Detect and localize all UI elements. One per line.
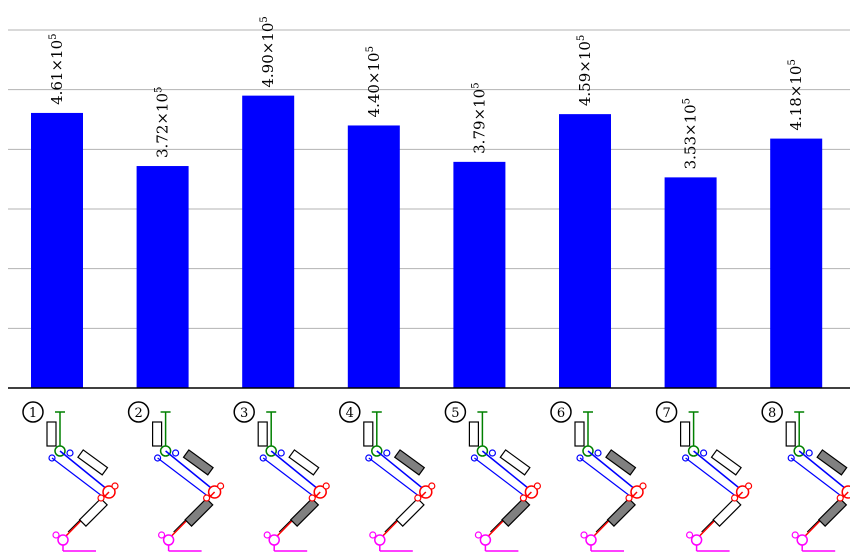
config-diagram: 2	[127, 401, 225, 552]
index-circle	[550, 401, 572, 423]
data-label: 3.79×105	[470, 82, 488, 153]
configuration-diagrams: 1 2 3 4 5 6 7 8	[22, 401, 850, 552]
bar	[664, 177, 717, 388]
config-diagram: 1	[22, 401, 119, 552]
config-diagram: 3	[233, 401, 330, 552]
bar	[242, 95, 295, 388]
index-number: 5	[451, 406, 459, 421]
index-circle	[127, 401, 150, 423]
data-label: 4.59×105	[576, 35, 594, 106]
config-diagram: 7	[655, 401, 753, 552]
config-diagram: 4	[339, 401, 436, 552]
index-circle	[761, 401, 783, 423]
config-diagram: 6	[550, 401, 647, 552]
index-number: 2	[134, 406, 142, 421]
data-label: 4.61×105	[48, 33, 66, 104]
config-diagram: 5	[444, 401, 541, 552]
bar	[31, 112, 83, 388]
index-number: 4	[346, 406, 354, 421]
data-label: 3.53×105	[682, 98, 700, 169]
index-circle	[339, 401, 361, 423]
index-number: 3	[240, 406, 248, 421]
index-number: 8	[768, 406, 776, 421]
data-label: 3.72×105	[154, 87, 172, 158]
bar	[770, 138, 823, 388]
bar	[136, 166, 189, 388]
bar	[453, 161, 506, 388]
data-label: 4.90×105	[259, 16, 277, 87]
data-label: 4.40×105	[365, 46, 383, 117]
index-number: 1	[29, 406, 37, 421]
data-label: 4.18×105	[787, 59, 805, 130]
index-number: 6	[557, 406, 565, 421]
bar	[559, 114, 611, 388]
index-circle	[444, 401, 467, 423]
index-number: 7	[662, 406, 670, 421]
config-diagram: 8	[761, 401, 850, 552]
bars	[31, 95, 823, 388]
grid-lines	[8, 29, 850, 329]
bar	[347, 125, 400, 388]
index-circle	[22, 401, 44, 423]
index-circle	[655, 401, 678, 423]
index-circle	[233, 401, 255, 423]
data-labels: 4.61×105 3.72×105 4.90×105 4.40×105 3.79×105…	[48, 16, 805, 169]
